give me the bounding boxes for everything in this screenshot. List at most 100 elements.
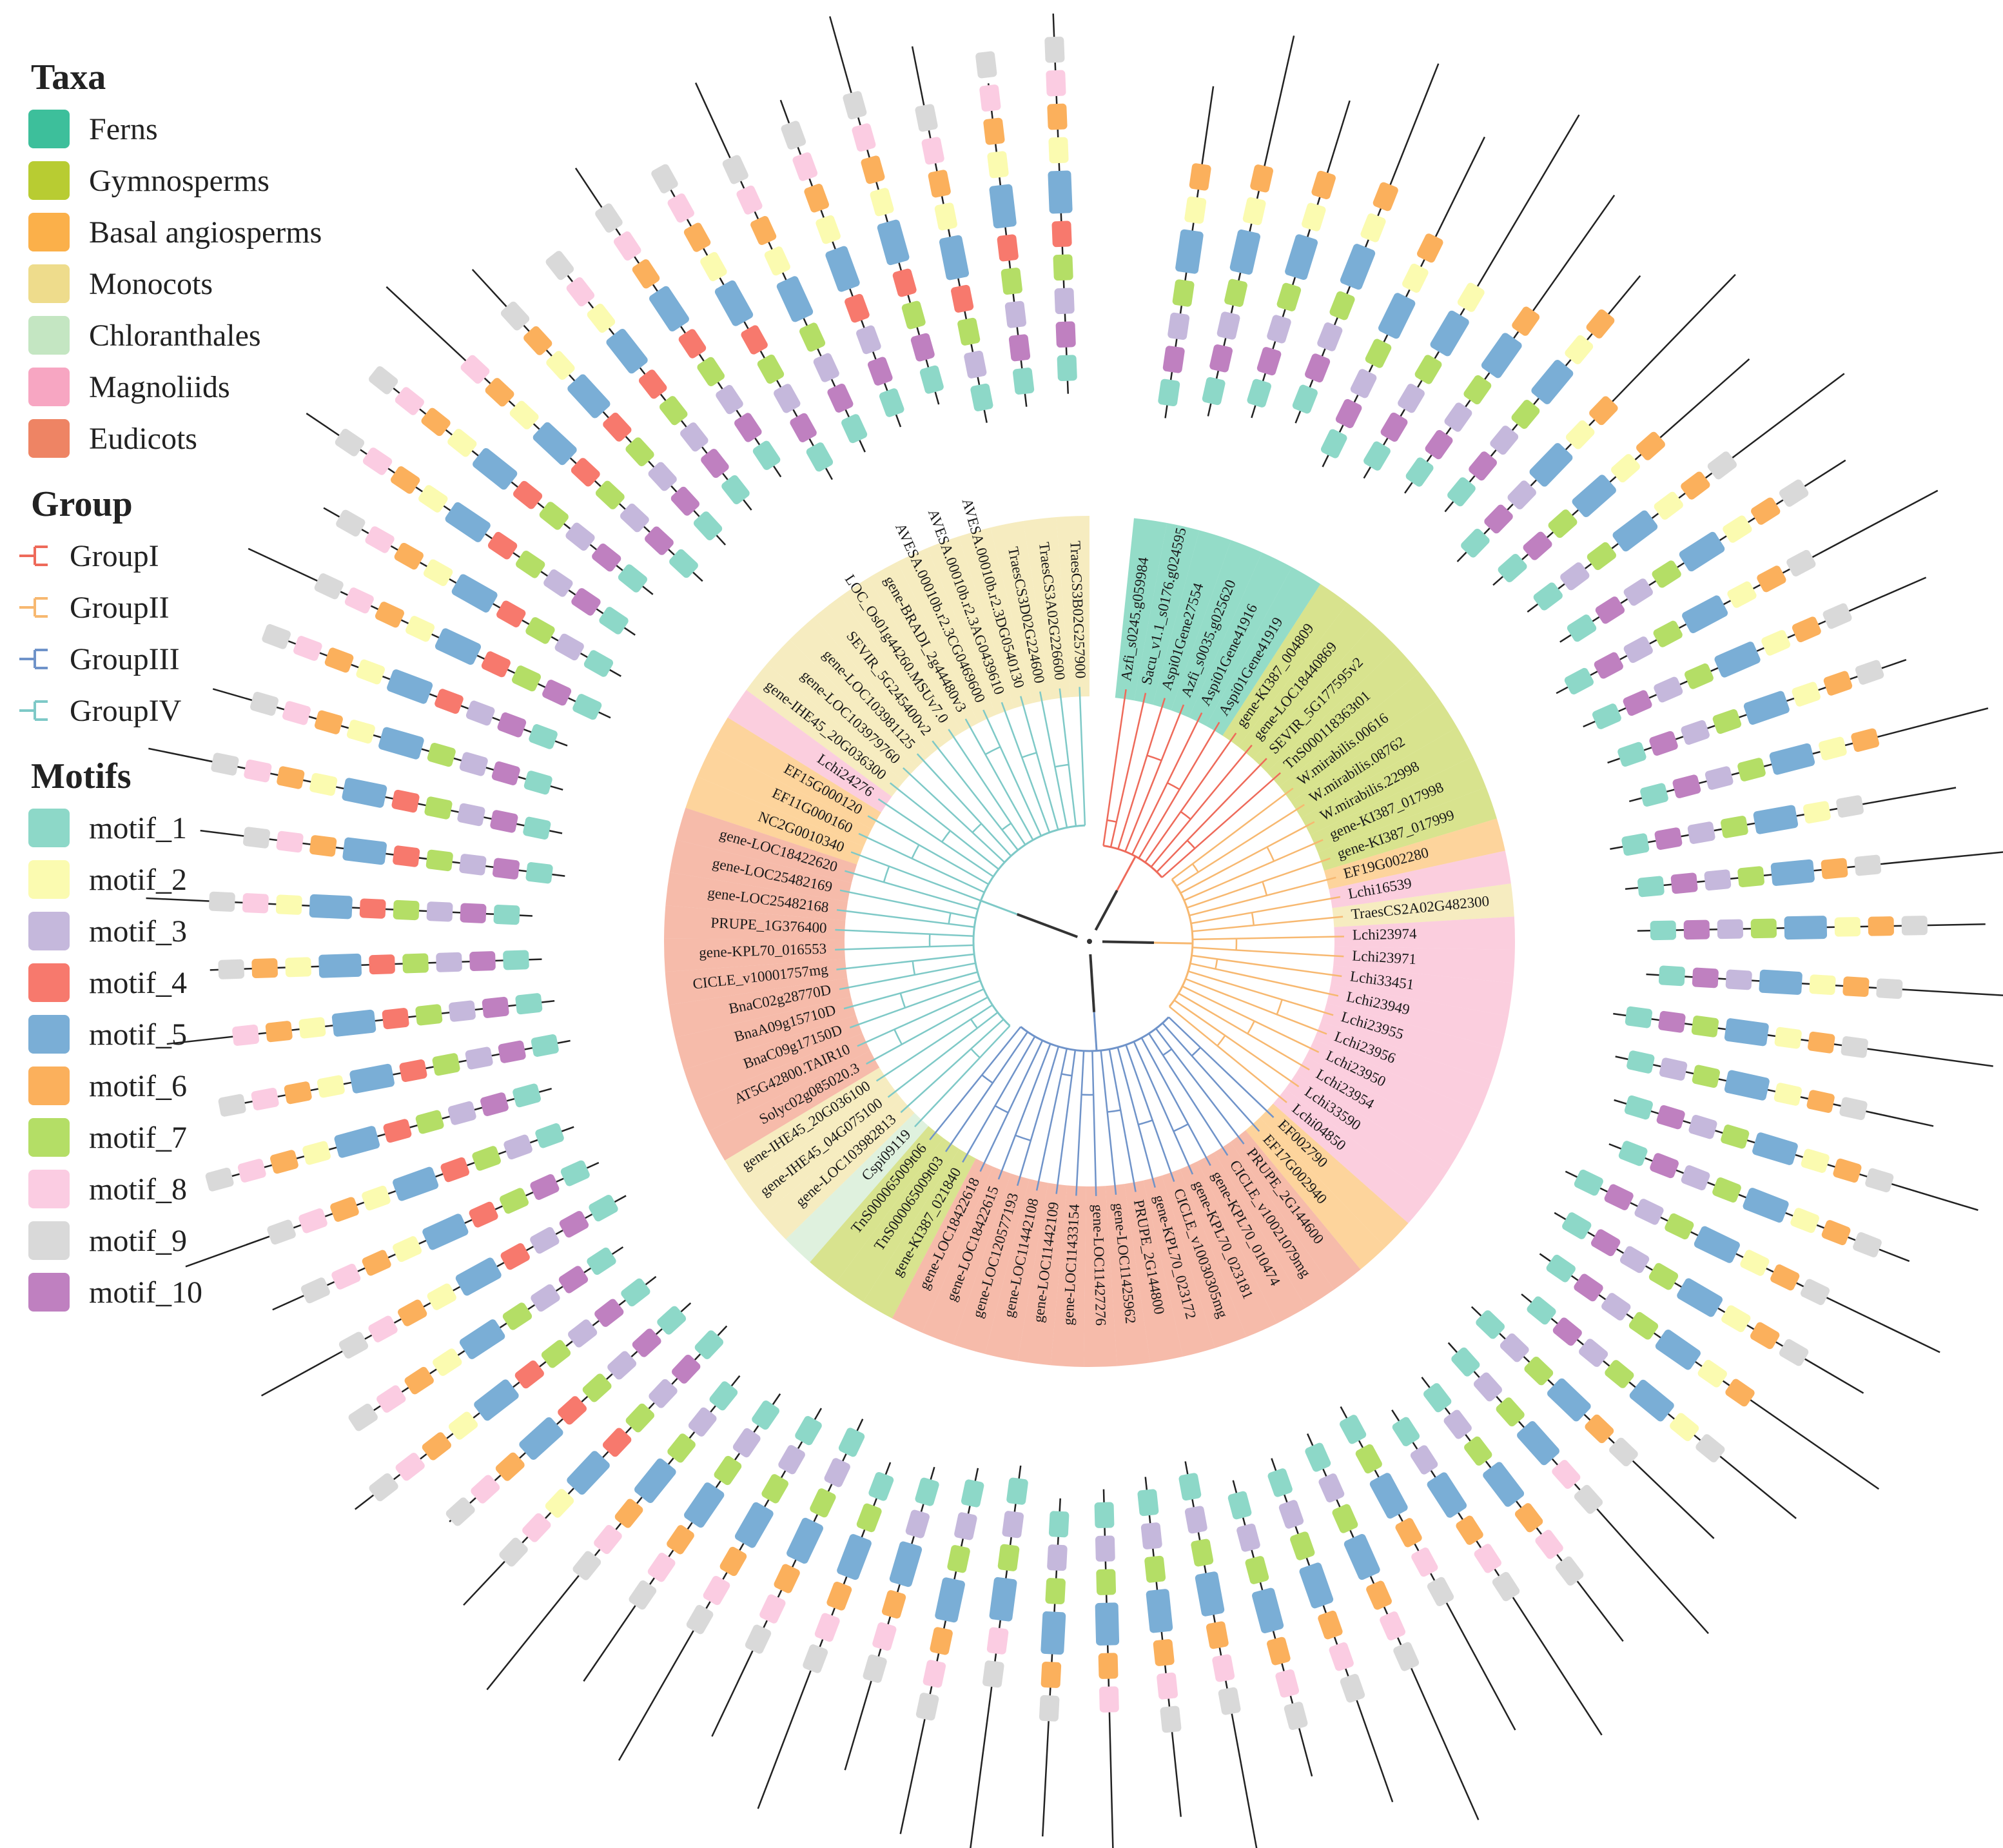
motif-box <box>1624 1095 1653 1120</box>
motif-box <box>1784 916 1828 940</box>
motif-box <box>1041 1661 1062 1688</box>
tree-subclade-arc <box>894 1028 903 1045</box>
taxon-wedge <box>665 872 848 921</box>
motif-box <box>1809 974 1836 995</box>
motif-box <box>1158 378 1180 407</box>
motif-box <box>1047 103 1068 130</box>
motif-box <box>1854 854 1882 876</box>
taxon-wedge <box>868 562 979 732</box>
group-legend-item: GroupI <box>19 530 355 582</box>
tree-leaf-branch <box>1192 947 1344 958</box>
motif-box <box>1579 1339 1608 1367</box>
motif-box <box>1683 919 1710 940</box>
motif-box <box>845 293 870 323</box>
tree-subclade-arc <box>981 1074 993 1084</box>
motif-box <box>1461 528 1490 558</box>
motif-box <box>1640 783 1668 807</box>
motif-box <box>267 1219 296 1245</box>
motif-box <box>1425 429 1453 460</box>
motif-box <box>1343 1534 1380 1580</box>
motif-box <box>787 1517 823 1564</box>
motif-box <box>997 234 1019 262</box>
motif-box <box>309 772 338 796</box>
motif-box <box>445 502 491 542</box>
motif-box <box>1529 443 1573 487</box>
motif-box <box>1585 1414 1614 1444</box>
motif-box <box>1623 690 1652 716</box>
motif-box <box>752 440 781 470</box>
motif-box <box>568 1319 598 1348</box>
motif-box <box>781 121 806 150</box>
taxon-wedge <box>1206 567 1321 736</box>
motif-box <box>826 1582 852 1611</box>
motif-box <box>376 1385 406 1413</box>
tree-subclade-arc <box>1251 912 1255 926</box>
motif-box <box>335 429 365 457</box>
motif-box <box>1759 969 1803 995</box>
taxon-wedge <box>1214 1141 1334 1308</box>
motif-box <box>465 700 495 726</box>
motif-box <box>1779 479 1809 507</box>
taxon-wedge <box>953 1173 1030 1354</box>
motif-box <box>1652 560 1681 588</box>
tree-leaf-branch <box>982 709 1042 836</box>
tree-leaf-branch <box>948 729 1026 845</box>
motif-box <box>1723 515 1752 543</box>
motif-box <box>398 1299 427 1326</box>
motif-box <box>1808 1031 1835 1054</box>
motif-box <box>1444 402 1472 432</box>
taxon-wedge <box>669 978 851 1038</box>
motif-box <box>1284 1702 1308 1730</box>
motif-legend-label: motif_4 <box>89 965 187 1000</box>
motif-box <box>734 413 762 442</box>
motif-box <box>499 1537 528 1567</box>
motif-box <box>1821 858 1848 880</box>
motif-box <box>1004 300 1026 328</box>
motif-box <box>275 894 302 915</box>
motif-box <box>1589 396 1618 426</box>
motif-box <box>1634 1199 1664 1225</box>
motif-box <box>1395 1518 1422 1548</box>
motif-box <box>1340 1674 1365 1703</box>
tree-leaf-branch <box>1124 704 1185 852</box>
motif-box <box>404 1366 434 1395</box>
tree-leaf-branch <box>1176 803 1305 887</box>
motif-box <box>1329 1642 1354 1671</box>
taxon-wedge <box>685 776 864 865</box>
motif-box <box>567 1451 610 1495</box>
motif-box <box>1834 917 1861 937</box>
motif-box <box>1340 244 1376 290</box>
leaf-label: gene-LOC11427276 <box>1089 1204 1109 1326</box>
motif-box <box>1712 1177 1741 1203</box>
motif-box <box>1586 309 1615 339</box>
tree-leaf-branch <box>929 1026 1022 1141</box>
tree-leaf-branch <box>1150 744 1253 868</box>
motif-box <box>1380 412 1408 442</box>
motif-box <box>1654 827 1683 850</box>
tree-subclade-arc <box>941 830 951 843</box>
motif-box <box>560 1160 590 1186</box>
group-legend-label: GroupI <box>70 538 159 573</box>
tree-subclade-arc <box>899 992 906 1008</box>
group-legend-label: GroupIV <box>70 693 182 728</box>
group-legend-title: Group <box>31 484 133 524</box>
motif-box <box>1623 636 1653 664</box>
motif-box <box>1094 1502 1115 1528</box>
taxon-wedge <box>1273 1088 1430 1224</box>
motif-legend-label: motif_3 <box>89 914 187 949</box>
motif-box <box>1695 1434 1725 1462</box>
motif-box <box>422 1432 451 1460</box>
motif-box <box>841 414 868 444</box>
motif-box <box>852 123 876 152</box>
motif-box <box>868 357 893 386</box>
motif-box <box>806 442 834 472</box>
motif-legend-label: motif_9 <box>89 1223 187 1258</box>
tree-leaf-branch <box>1155 1028 1245 1145</box>
motif-box <box>986 1627 1009 1655</box>
taxon-wedge <box>1222 584 1348 747</box>
motif-box <box>1378 293 1416 339</box>
motif-box <box>1098 1653 1119 1679</box>
motif-box <box>1605 1360 1634 1388</box>
taxon-wedge <box>767 639 917 782</box>
motif-box <box>1636 431 1665 460</box>
